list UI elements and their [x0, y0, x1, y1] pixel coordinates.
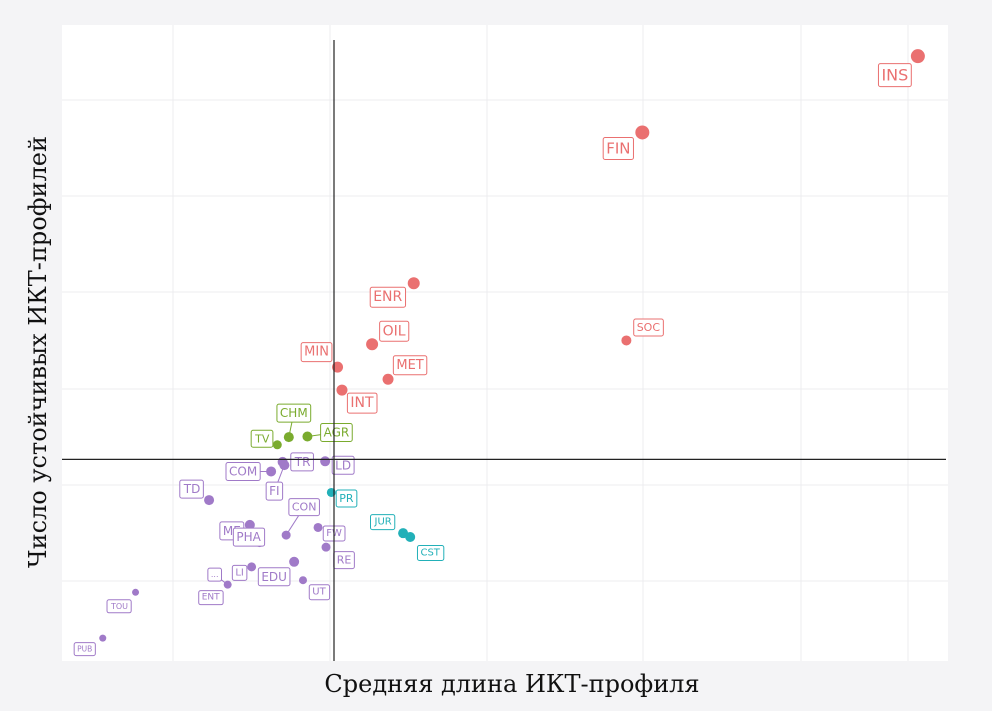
point-agr	[302, 431, 313, 442]
point-tv	[272, 440, 282, 450]
label-ut: UT	[312, 587, 326, 598]
label-box-fin	[602, 136, 634, 160]
label-pub: PUB	[77, 645, 92, 654]
label-box-soc	[633, 318, 664, 337]
label-enr: ENR	[373, 289, 402, 305]
label-box-pr	[335, 489, 358, 508]
label-tou: TOU	[110, 602, 128, 611]
label-box-oil	[379, 320, 410, 342]
label-box-fi	[265, 481, 284, 501]
point-re	[321, 542, 331, 552]
label-ld: LD	[335, 458, 351, 472]
point-me	[244, 519, 255, 530]
point-com	[266, 466, 277, 477]
label-box-ut	[308, 584, 331, 601]
label-edu: EDU	[261, 570, 287, 584]
label-fi: FI	[269, 484, 279, 498]
point-cst	[405, 531, 416, 542]
label-box-min	[300, 342, 333, 363]
label-con: CON	[292, 501, 317, 514]
label-pr: PR	[339, 492, 354, 505]
label-td: TD	[183, 482, 201, 496]
label-box-met	[392, 355, 428, 376]
label-fin: FIN	[606, 139, 630, 157]
point-met	[382, 373, 394, 385]
label-tr: TR	[294, 455, 311, 469]
label-jur: JUR	[374, 517, 392, 528]
y-axis-title: Число устойчивых ИКТ-профилей	[24, 136, 52, 568]
label-oil: OIL	[383, 323, 406, 339]
label-ellipsis: ...	[211, 570, 219, 579]
label-box-tv	[250, 429, 274, 448]
label-agr: AGR	[324, 425, 350, 439]
point-ellipsis	[223, 580, 232, 589]
panel-background	[62, 25, 948, 661]
label-box-con	[288, 498, 320, 517]
point-tou	[132, 588, 140, 596]
label-box-tou	[106, 599, 132, 614]
label-box-ent	[198, 590, 224, 606]
label-box-enr	[369, 286, 407, 308]
label-chm: CHM	[280, 406, 308, 420]
label-li: LI	[235, 567, 244, 578]
point-con	[281, 530, 291, 540]
label-box-ins	[877, 63, 912, 88]
label-com: COM	[229, 464, 257, 478]
label-box-int	[346, 392, 378, 414]
reference-lines	[62, 40, 946, 661]
point-ut	[298, 576, 307, 585]
point-ld	[320, 456, 331, 467]
label-cst: CST	[420, 547, 440, 558]
point-edu	[289, 556, 300, 567]
point-min	[332, 361, 344, 373]
label-box-agr	[320, 422, 353, 442]
point-td	[204, 495, 215, 506]
label-box-cst	[416, 544, 445, 561]
point-enr	[407, 277, 420, 290]
label-box-pha	[232, 527, 266, 547]
label-box-td	[179, 479, 204, 499]
label-box-jur	[370, 514, 396, 531]
label-box-tr	[290, 452, 314, 472]
point-pub	[99, 634, 107, 642]
point-li	[247, 562, 257, 572]
label-box-li	[231, 564, 248, 581]
point-labels: INS FIN ENR SOC OIL MIN MET INT CHM AGR TV TR LD COM F…	[73, 63, 912, 657]
label-min: MIN	[304, 345, 329, 360]
point-int	[336, 384, 348, 396]
label-soc: SOC	[637, 321, 661, 334]
point-fin	[635, 125, 650, 140]
x-axis-title: Средняя длина ИКТ-профиля	[324, 670, 700, 698]
label-ins: INS	[881, 66, 908, 85]
label-met: MET	[396, 358, 423, 373]
label-int: INT	[350, 395, 374, 411]
point-fi	[279, 460, 290, 471]
point-soc	[621, 335, 632, 346]
label-tv: TV	[254, 432, 270, 445]
point-ins	[910, 49, 925, 64]
label-box-pub	[73, 642, 96, 657]
point-oil	[366, 338, 379, 351]
label-pha: PHA	[236, 530, 261, 544]
label-box-chm	[276, 403, 312, 423]
point-fw	[313, 522, 323, 532]
label-box-edu	[257, 567, 291, 587]
label-box-ellipsis	[207, 567, 223, 582]
label-box-ld	[331, 455, 355, 475]
point-chm	[283, 432, 294, 443]
label-box-com	[225, 461, 261, 481]
label-ent: ENT	[202, 593, 220, 603]
label-re: RE	[337, 554, 352, 567]
